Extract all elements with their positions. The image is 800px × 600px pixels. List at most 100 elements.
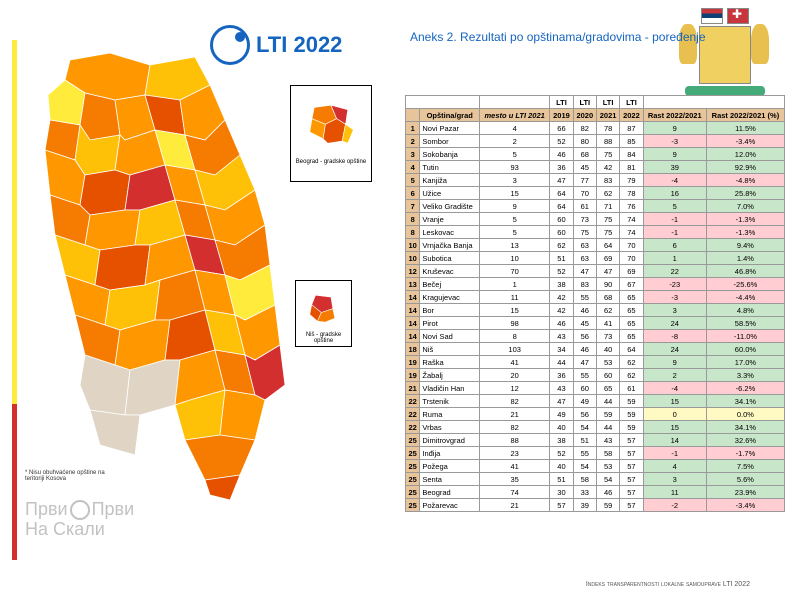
inset-nis: Niš - gradske opštine	[295, 280, 352, 347]
table-row: 8Leskovac560757574-1-1.3%	[406, 226, 785, 239]
cell-name: Kanjiža	[420, 174, 480, 187]
table-row: 12Kruševac70524747692246.8%	[406, 265, 785, 278]
cell-2019: 46	[550, 317, 573, 330]
cell-rast-abs: -2	[643, 499, 706, 512]
cell-2022: 62	[620, 369, 643, 382]
table-row: 22Vrbas82405444591534.1%	[406, 421, 785, 434]
cell-mesto: 5	[480, 226, 550, 239]
cell-rast-pct: -25.6%	[706, 278, 784, 291]
cell-rast-abs: -3	[643, 135, 706, 148]
cell-2020: 54	[573, 460, 596, 473]
cell-2021: 75	[596, 213, 619, 226]
cell-rast-pct: 9.4%	[706, 239, 784, 252]
cell-rast-abs: 4	[643, 460, 706, 473]
cell-name: Inđija	[420, 447, 480, 460]
cell-name: Vrbas	[420, 421, 480, 434]
cell-rast-pct: 3.3%	[706, 369, 784, 382]
cell-2022: 74	[620, 213, 643, 226]
cell-2019: 40	[550, 460, 573, 473]
wm-text-1a: Први	[25, 500, 68, 520]
cell-2019: 44	[550, 356, 573, 369]
cell-rank: 22	[406, 395, 420, 408]
cell-rank: 22	[406, 408, 420, 421]
cell-rank: 7	[406, 200, 420, 213]
cell-2020: 51	[573, 434, 596, 447]
th-2019: 2019	[550, 109, 573, 122]
cell-2020: 61	[573, 200, 596, 213]
cell-2019: 38	[550, 434, 573, 447]
cell-mesto: 5	[480, 148, 550, 161]
cell-rast-pct: 34.1%	[706, 395, 784, 408]
cell-2022: 79	[620, 174, 643, 187]
table-row: 14Novi Sad843567365-8-11.0%	[406, 330, 785, 343]
cell-mesto: 1	[480, 278, 550, 291]
cell-name: Sokobanja	[420, 148, 480, 161]
cell-rast-pct: -11.0%	[706, 330, 784, 343]
cell-rast-abs: 15	[643, 421, 706, 434]
cell-mesto: 41	[480, 460, 550, 473]
cell-2021: 83	[596, 174, 619, 187]
cell-mesto: 15	[480, 304, 550, 317]
cell-rank: 8	[406, 213, 420, 226]
cell-2021: 46	[596, 486, 619, 499]
table-row: 19Raška4144475362917.0%	[406, 356, 785, 369]
kosovo-footnote: * Nisu obuhvaćene opštine na teritoriji …	[25, 470, 125, 482]
cell-rast-abs: 1	[643, 252, 706, 265]
cell-name: Leskovac	[420, 226, 480, 239]
cell-2022: 76	[620, 200, 643, 213]
cell-name: Tutin	[420, 161, 480, 174]
cell-rast-abs: 9	[643, 356, 706, 369]
cell-2019: 40	[550, 421, 573, 434]
cell-2022: 61	[620, 382, 643, 395]
cell-rank: 25	[406, 486, 420, 499]
cell-2021: 71	[596, 200, 619, 213]
cell-2021: 90	[596, 278, 619, 291]
cell-rast-pct: 0.0%	[706, 408, 784, 421]
cell-2021: 64	[596, 239, 619, 252]
cell-rast-abs: 15	[643, 395, 706, 408]
cell-rank: 14	[406, 291, 420, 304]
th-2020: 2020	[573, 109, 596, 122]
inset1-label: Beograd - gradske opštine	[291, 159, 371, 165]
cell-rank: 6	[406, 187, 420, 200]
cell-rast-pct: 92.9%	[706, 161, 784, 174]
flag-serbia-icon	[701, 8, 723, 24]
cell-rank: 21	[406, 382, 420, 395]
cell-rast-pct: 4.8%	[706, 304, 784, 317]
cell-name: Novi Sad	[420, 330, 480, 343]
cell-name: Ruma	[420, 408, 480, 421]
cell-rast-pct: -1.7%	[706, 447, 784, 460]
table-row: 22Trstenik82474944591534.1%	[406, 395, 785, 408]
table-row: 25Požega414054535747.5%	[406, 460, 785, 473]
cell-2020: 55	[573, 369, 596, 382]
cell-name: Pirot	[420, 317, 480, 330]
cell-rast-pct: 34.1%	[706, 421, 784, 434]
cell-2022: 67	[620, 278, 643, 291]
inset2-label: Niš - gradske opštine	[296, 332, 351, 344]
cell-rank: 25	[406, 434, 420, 447]
cell-rast-abs: 3	[643, 304, 706, 317]
table-body: 1Novi Pazar466827887911.5%2Sombor2528088…	[406, 122, 785, 512]
cell-2019: 42	[550, 304, 573, 317]
cell-2022: 57	[620, 447, 643, 460]
cell-mesto: 70	[480, 265, 550, 278]
shield-icon	[699, 26, 751, 84]
cell-mesto: 35	[480, 473, 550, 486]
th-2022: 2022	[620, 109, 643, 122]
cell-rast-abs: 9	[643, 122, 706, 135]
cell-rast-pct: 58.5%	[706, 317, 784, 330]
th-name: Opština/grad	[420, 109, 480, 122]
cell-rast-pct: 11.5%	[706, 122, 784, 135]
cell-rast-abs: -1	[643, 213, 706, 226]
cell-rast-pct: 32.6%	[706, 434, 784, 447]
cell-rank: 25	[406, 473, 420, 486]
flag-cross-icon	[727, 8, 749, 24]
cell-2020: 75	[573, 226, 596, 239]
cell-2021: 41	[596, 317, 619, 330]
table-row: 14Pirot98464541652458.5%	[406, 317, 785, 330]
cell-mesto: 11	[480, 291, 550, 304]
table-row: 25Inđija2352555857-1-1.7%	[406, 447, 785, 460]
cell-2021: 43	[596, 434, 619, 447]
cell-2022: 65	[620, 291, 643, 304]
cell-mesto: 12	[480, 382, 550, 395]
